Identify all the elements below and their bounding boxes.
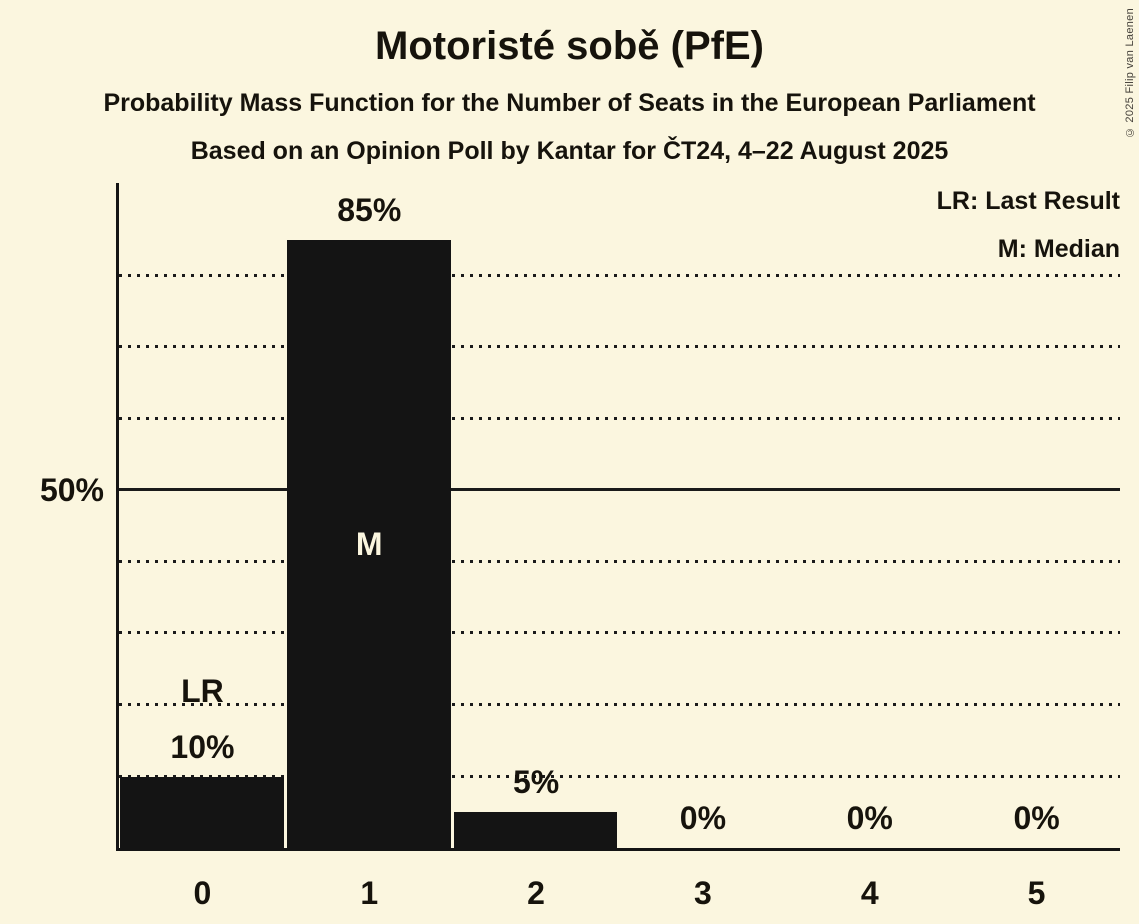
bar-value-text: 10% xyxy=(170,728,235,765)
bar-value-label-3: 0% xyxy=(620,798,787,838)
copyright-notice: © 2025 Filip van Laenen xyxy=(1124,8,1136,139)
bar-value-label-5: 0% xyxy=(953,798,1120,838)
x-axis-tick-label-1: 1 xyxy=(360,875,379,911)
bar-seats-1 xyxy=(286,240,451,848)
x-axis-tick-label-0: 0 xyxy=(193,875,212,911)
bar-value-label-1: 85% xyxy=(286,190,453,230)
gridline-dotted-30pct xyxy=(119,631,1120,635)
bar-value-text: 85% xyxy=(337,192,402,229)
chart-subtitle-pmf: Probability Mass Function for the Number… xyxy=(103,89,1036,117)
median-annotation: M xyxy=(355,526,383,563)
chart-title: Motoristé sobě (PfE) xyxy=(375,24,764,68)
gridline-dotted-80pct xyxy=(119,273,1120,277)
gridline-dotted-20pct xyxy=(119,703,1120,706)
bar-seats-0 xyxy=(120,776,284,848)
bar-value-label-0: LR 10% xyxy=(119,671,286,767)
x-axis-tick-label-5: 5 xyxy=(1027,875,1046,911)
gridline-dotted-10pct xyxy=(119,774,1120,778)
gridline-dotted-60pct xyxy=(119,416,1120,420)
x-axis-line xyxy=(116,848,1120,851)
x-axis-tick-label-2: 2 xyxy=(527,875,545,911)
bar-value-text: 0% xyxy=(679,800,727,836)
gridline-dotted-70pct xyxy=(119,345,1120,349)
y-axis-line xyxy=(116,183,119,851)
legend-last-result: LR: Last Result xyxy=(936,187,1120,215)
plot-area: LR 10% 0 85% M 1 5% 2 0% 3 0% 4 0% 5 xyxy=(116,183,1120,911)
x-axis-tick-label-3: 3 xyxy=(694,875,712,911)
x-axis-tick-label-4: 4 xyxy=(860,875,879,911)
bar-value-label-4: 0% xyxy=(786,798,953,838)
bar-value-text: 5% xyxy=(512,764,560,801)
gridline-solid-50pct xyxy=(119,488,1120,492)
gridline-dotted-40pct xyxy=(119,559,1120,563)
last-result-annotation: LR xyxy=(181,672,224,709)
bar-seats-2 xyxy=(453,812,618,848)
legend-median: M: Median xyxy=(997,235,1120,263)
bar-value-text: 0% xyxy=(1013,800,1060,836)
chart-subtitle-poll-source: Based on an Opinion Poll by Kantar for Č… xyxy=(190,137,949,165)
bar-value-label-2: 5% xyxy=(453,762,620,802)
bar-value-text: 0% xyxy=(846,800,893,836)
y-axis-tick-label: 50% xyxy=(39,472,104,508)
